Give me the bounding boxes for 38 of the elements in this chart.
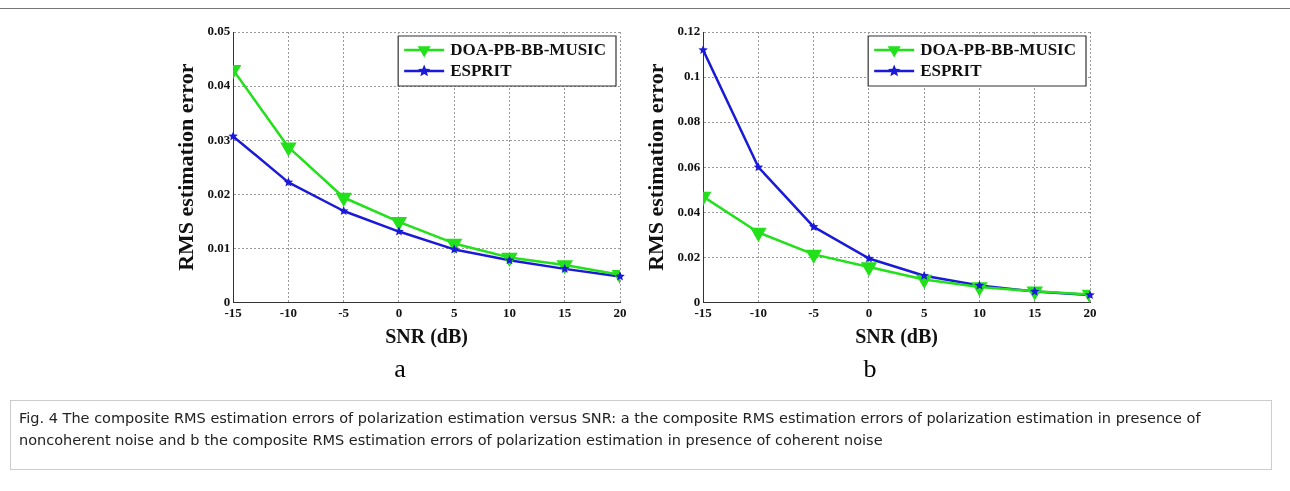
y-tick-label: 0 — [223, 293, 231, 309]
x-tick-label: -5 — [338, 304, 350, 320]
y-tick-label: 0.12 — [677, 23, 701, 39]
y-tick-label: 0.02 — [207, 185, 231, 201]
y-axis-title: RMS estimation error — [172, 63, 198, 271]
y-tick-label: 0 — [693, 293, 701, 309]
y-tick-label: 0.04 — [207, 77, 231, 93]
x-tick-label: 10 — [502, 304, 516, 320]
y-tick-label: 0.06 — [677, 158, 701, 174]
legend-label: ESPRIT — [450, 61, 513, 81]
legend-label: DOA-PB-BB-MUSIC — [450, 40, 607, 60]
x-tick-label: 20 — [613, 304, 627, 320]
x-tick-label: -10 — [279, 304, 298, 320]
x-tick-label: 5 — [920, 304, 928, 320]
x-tick-label: 20 — [1083, 304, 1097, 320]
x-axis-title: SNR (dB) — [855, 325, 938, 349]
legend-label: ESPRIT — [920, 61, 983, 81]
y-tick-label: 0.03 — [207, 131, 231, 147]
caption: Fig. 4 The composite RMS estimation errors of polarization estimation versus SNR: a the composite RMS estimation errors of polarization estimation in presence of noncoherent noise and b the composite RMS estimation errors of polarization estimation in presence of coherent noise — [10, 400, 1272, 470]
x-tick-label: 0 — [395, 304, 403, 320]
x-tick-label: -5 — [808, 304, 820, 320]
y-tick-label: 0.04 — [677, 203, 701, 219]
x-axis-title: SNR (dB) — [385, 325, 468, 349]
y-tick-label: 0.02 — [677, 248, 701, 264]
y-tick-label: 0.1 — [683, 68, 701, 84]
text: b — [862, 354, 878, 384]
y-axis-title: RMS estimation error — [642, 63, 668, 271]
x-tick-label: 15 — [558, 304, 572, 320]
y-tick-label: 0.05 — [207, 23, 231, 39]
x-tick-label: -10 — [749, 304, 768, 320]
legend-label: DOA-PB-BB-MUSIC — [920, 40, 1077, 60]
y-tick-label: 0.01 — [207, 239, 231, 255]
y-tick-label: 0.08 — [677, 113, 701, 129]
x-tick-label: 0 — [865, 304, 873, 320]
text: a — [393, 354, 407, 384]
x-tick-label: 15 — [1028, 304, 1042, 320]
x-tick-label: 10 — [972, 304, 986, 320]
x-tick-label: 5 — [450, 304, 458, 320]
